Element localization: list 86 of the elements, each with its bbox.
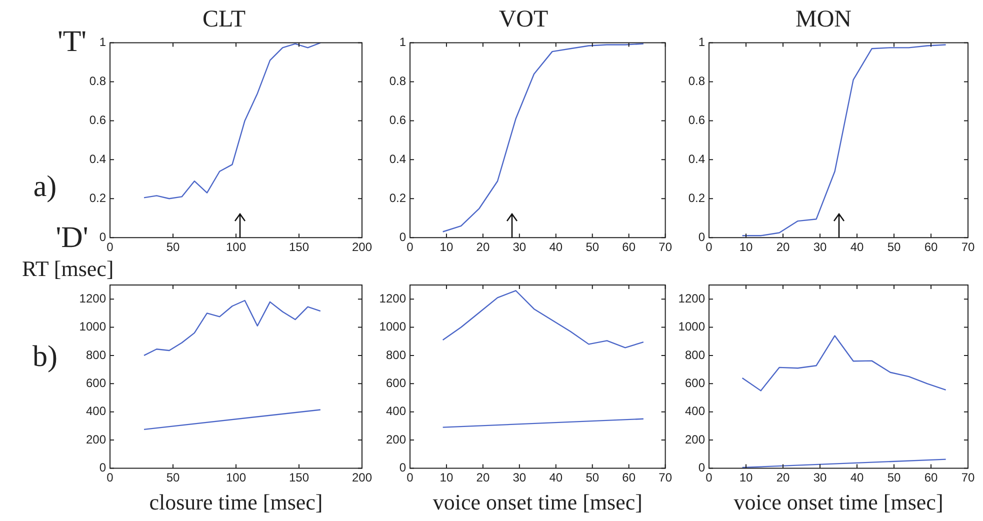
x-tick-label: 150 <box>288 240 310 254</box>
chart-title: CLT <box>202 6 246 33</box>
x-tick-label: 60 <box>924 240 938 254</box>
y-tick-label: 0 <box>99 230 106 244</box>
x-tick-label: 40 <box>549 470 563 485</box>
y-tick-label: 800 <box>684 348 706 362</box>
x-tick-label: 50 <box>166 240 180 254</box>
y-tick-label: 0.2 <box>389 190 406 205</box>
x-tick-label: 100 <box>226 240 246 254</box>
x-tick-label: 50 <box>887 470 901 485</box>
y-tick-label: 0.4 <box>688 152 706 166</box>
text: b) <box>32 340 58 373</box>
y-tick-label: 0 <box>99 460 106 475</box>
x-tick-label: 20 <box>776 470 790 485</box>
x-tick-label: 40 <box>850 240 864 254</box>
x-tick-label: 50 <box>166 470 180 485</box>
y-tick-label: 200 <box>684 432 706 446</box>
y-tick-label: 1200 <box>379 291 406 306</box>
x-tick-label: 10 <box>440 240 454 254</box>
y-tick-label: 400 <box>386 404 406 418</box>
x-tick-label: 30 <box>813 240 827 254</box>
y-tick-label: 400 <box>86 404 106 418</box>
y-tick-label: 0 <box>698 230 706 244</box>
y-tick-label: 1 <box>399 35 406 50</box>
y-tick-label: 1000 <box>678 320 706 334</box>
x-tick-label: 70 <box>961 470 975 485</box>
y-tick-label: 800 <box>386 348 406 362</box>
x-tick-label: 200 <box>352 240 372 254</box>
x-tick-label: 70 <box>658 240 672 254</box>
x-tick-label: 60 <box>924 470 938 485</box>
y-tick-label: 200 <box>86 432 106 446</box>
y-tick-label: 0.6 <box>389 113 406 128</box>
y-tick-label: 1 <box>99 35 106 50</box>
y-tick-label: 0 <box>399 460 406 475</box>
x-axis-title: voice onset time [msec] <box>432 490 642 515</box>
y-tick-label: 0.6 <box>89 113 106 128</box>
x-tick-label: 30 <box>512 470 526 485</box>
y-tick-label: 600 <box>684 376 706 390</box>
y-tick-label: 1200 <box>678 291 706 306</box>
x-tick-label: 50 <box>586 470 600 485</box>
y-tick-label: 0.8 <box>389 74 406 88</box>
x-tick-label: 150 <box>288 470 310 485</box>
chart-title: MON <box>795 6 852 33</box>
x-tick-label: 20 <box>476 470 490 485</box>
y-tick-label: 0.2 <box>89 190 106 205</box>
y-tick-label: 1000 <box>379 320 406 334</box>
x-tick-label: 40 <box>850 470 864 485</box>
x-tick-label: 10 <box>739 240 753 254</box>
y-tick-label: 0.6 <box>688 113 706 128</box>
y-tick-label: 200 <box>386 432 406 446</box>
y-tick-label: 800 <box>86 348 106 362</box>
x-tick-label: 200 <box>352 470 372 485</box>
x-tick-label: 100 <box>226 470 246 485</box>
text: 'D' <box>56 220 88 254</box>
x-axis-title: voice onset time [msec] <box>734 490 944 515</box>
x-tick-label: 70 <box>658 470 672 485</box>
y-tick-label: 600 <box>386 376 406 390</box>
x-tick-label: 30 <box>813 470 827 485</box>
y-tick-label: 600 <box>86 376 106 390</box>
y-tick-label: 1000 <box>79 320 106 334</box>
x-tick-label: 10 <box>739 470 753 485</box>
x-tick-label: 50 <box>887 240 901 254</box>
y-tick-label: 400 <box>684 404 706 418</box>
x-axis-title: closure time [msec] <box>149 490 323 515</box>
x-tick-label: 10 <box>440 470 454 485</box>
text: 'T' <box>57 24 87 58</box>
y-tick-label: 0 <box>399 230 406 244</box>
chart-title: VOT <box>498 6 548 33</box>
x-tick-label: 70 <box>961 240 975 254</box>
y-tick-label: 0.4 <box>389 152 406 166</box>
y-tick-label: 0.2 <box>688 190 706 205</box>
x-tick-label: 20 <box>776 240 790 254</box>
y-tick-label: 0.8 <box>89 74 106 88</box>
x-tick-label: 50 <box>586 240 600 254</box>
y-tick-label: 0.4 <box>89 152 106 166</box>
text: a) <box>33 170 57 203</box>
y-tick-label: 1200 <box>79 291 106 306</box>
y-tick-label: 0 <box>698 460 706 475</box>
x-tick-label: 30 <box>512 240 526 254</box>
y-axis-title: RT [msec] <box>22 256 114 281</box>
y-tick-label: 1 <box>698 35 706 50</box>
x-tick-label: 20 <box>476 240 490 254</box>
y-tick-label: 0.8 <box>688 74 706 88</box>
x-tick-label: 60 <box>622 240 636 254</box>
x-tick-label: 60 <box>622 470 636 485</box>
x-tick-label: 40 <box>549 240 563 254</box>
